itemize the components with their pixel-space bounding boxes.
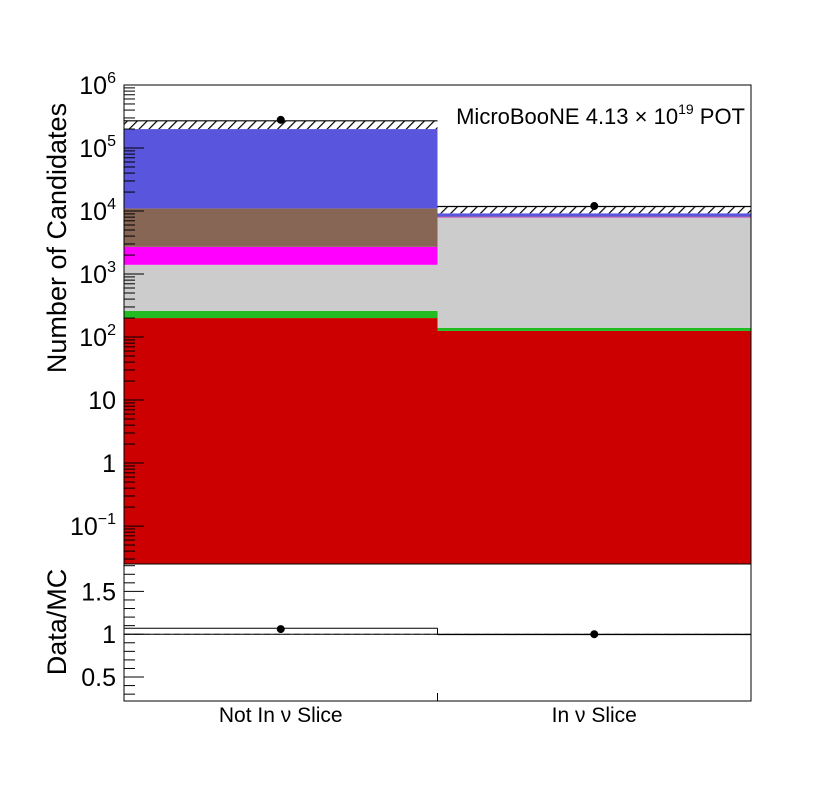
ratio-point <box>276 625 285 634</box>
stack-band <box>124 246 438 265</box>
y-tick-label: 10 <box>88 387 116 415</box>
ratio-tick-label: 0.5 <box>81 664 116 692</box>
stack-band <box>437 327 751 331</box>
ratio-tick-label: 1.5 <box>81 578 116 606</box>
ratio-point <box>590 630 599 639</box>
y-tick-label: 106 <box>79 70 116 100</box>
stack-band <box>124 129 438 209</box>
data-point <box>590 202 599 211</box>
stack-band <box>124 208 438 247</box>
mc-uncertainty-band <box>124 120 438 130</box>
y-axis-title: Number of Candidates <box>42 103 72 373</box>
ratio-plot <box>123 563 752 702</box>
stack-band <box>437 216 751 218</box>
y-tick-label: 103 <box>79 259 116 289</box>
stack-band <box>124 318 438 564</box>
stack-band <box>437 217 751 328</box>
stack-band <box>437 213 751 217</box>
data-point <box>276 115 285 124</box>
y-tick-label: 102 <box>79 322 116 352</box>
x-category-label: In ν Slice <box>552 704 637 727</box>
stack-band <box>124 310 438 319</box>
stack-band <box>437 330 751 564</box>
stack-band <box>437 216 751 218</box>
x-category-label: Not In ν Slice <box>219 704 343 727</box>
y-tick-label: 105 <box>79 133 116 163</box>
main-plot <box>123 84 752 565</box>
stack-band <box>124 264 438 311</box>
ratio-tick-label: 1 <box>102 621 116 649</box>
y-tick-label: 104 <box>79 196 116 226</box>
y-tick-label: 10−1 <box>70 511 116 541</box>
experiment-annotation: MicroBooNE 4.13 × 1019 POT <box>456 101 745 129</box>
ratio-axis-title: Data/MC <box>42 569 72 676</box>
y-tick-label: 1 <box>102 450 116 478</box>
